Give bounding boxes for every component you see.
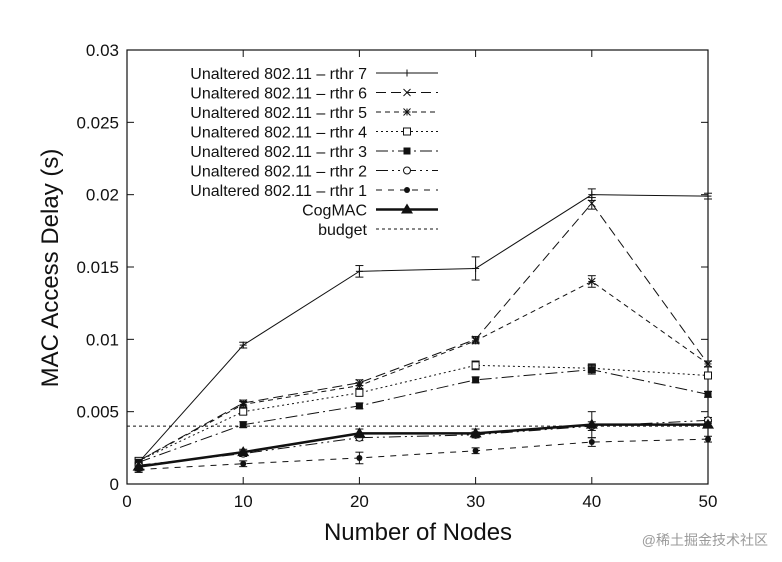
legend-entry: Unaltered 802.11 – rthr 3	[190, 144, 438, 161]
data-point	[471, 336, 480, 345]
legend: Unaltered 802.11 – rthr 7 Unaltered 802.1…	[190, 66, 438, 239]
legend-label: Unaltered 802.11 – rthr 4	[190, 125, 367, 142]
watermark: @稀土掘金技术社区	[642, 532, 768, 548]
legend-label: Unaltered 802.11 – rthr 7	[190, 66, 367, 83]
series-line	[138, 202, 709, 462]
legend-marker	[403, 88, 411, 97]
x-tick-label: 30	[466, 492, 485, 511]
y-tick-label: 0.03	[86, 41, 119, 60]
y-tick-label: 0.015	[76, 258, 119, 277]
x-tick-label: 50	[699, 492, 718, 511]
x-tick-label: 20	[350, 492, 369, 511]
legend-marker	[404, 187, 410, 193]
series-4	[134, 364, 712, 466]
series-line	[138, 419, 709, 466]
legend-entry: Unaltered 802.11 – rthr 7	[190, 66, 438, 83]
series-line	[138, 364, 709, 462]
series-line	[138, 280, 709, 462]
data-point	[705, 436, 711, 443]
legend-label: Unaltered 802.11 – rthr 1	[190, 183, 367, 200]
series-3	[134, 360, 712, 465]
legend-label: Unaltered 802.11 – rthr 2	[190, 164, 367, 181]
data-point	[132, 460, 145, 471]
legend-label: budget	[318, 222, 367, 239]
x-tick-label: 0	[122, 492, 131, 511]
data-point	[471, 361, 480, 370]
data-point	[472, 447, 479, 454]
legend-label: CogMAC	[302, 203, 367, 220]
data-point	[353, 427, 366, 438]
legend-entry: Unaltered 802.11 – rthr 4	[190, 125, 438, 142]
data-point	[355, 267, 363, 275]
series-6	[134, 435, 712, 473]
series-7	[132, 411, 714, 472]
data-point	[237, 446, 250, 457]
data-point	[239, 400, 248, 409]
data-point	[356, 454, 363, 461]
legend-marker	[403, 69, 411, 77]
data-point	[704, 192, 712, 200]
series-2	[134, 275, 712, 465]
data-point	[704, 371, 712, 380]
legend-marker	[403, 147, 411, 155]
x-tick-label: 40	[582, 492, 601, 511]
data-point	[588, 191, 596, 199]
series-line	[138, 369, 709, 463]
y-tick-label: 0.025	[76, 113, 119, 132]
legend-label: Unaltered 802.11 – rthr 6	[190, 86, 367, 103]
series-layer	[127, 188, 714, 473]
data-point	[588, 366, 596, 374]
data-point	[239, 421, 247, 429]
y-tick-label: 0.02	[86, 186, 119, 205]
y-tick-label: 0.01	[86, 330, 119, 349]
data-point	[704, 390, 712, 398]
data-point	[587, 199, 596, 208]
x-tick-label: 10	[234, 492, 253, 511]
legend-entry: CogMAC	[302, 203, 438, 220]
data-point	[355, 402, 363, 410]
data-point	[704, 360, 712, 368]
data-point	[355, 388, 364, 397]
data-point	[240, 460, 247, 467]
legend-entry: Unaltered 802.11 – rthr 5	[190, 105, 438, 122]
legend-label: Unaltered 802.11 – rthr 5	[190, 105, 367, 122]
legend-marker	[401, 203, 413, 214]
legend-entry: budget	[318, 222, 438, 239]
data-point	[472, 264, 480, 272]
data-point	[585, 418, 598, 429]
data-point	[587, 277, 596, 286]
series-line	[138, 423, 708, 468]
data-point	[355, 381, 364, 390]
axis-ticks: 0 10 20 30 40 50 0 0.005 0.01 0.015 0.02 0.025 0.03	[76, 41, 717, 511]
legend-marker	[403, 166, 411, 175]
y-tick-label: 0.005	[76, 403, 119, 422]
legend-entry: Unaltered 802.11 – rthr 6	[190, 86, 438, 103]
legend-entry: Unaltered 802.11 – rthr 1	[190, 183, 438, 200]
y-axis-label: MAC Access Delay (s)	[37, 149, 64, 388]
legend-marker	[403, 127, 411, 136]
x-axis-label: Number of Nodes	[324, 519, 512, 546]
data-point	[588, 439, 595, 446]
legend-marker	[403, 108, 411, 116]
series-line	[138, 194, 709, 463]
series-line	[138, 438, 709, 471]
data-point	[239, 341, 247, 349]
legend-entry: Unaltered 802.11 – rthr 2	[190, 164, 438, 181]
data-point	[469, 427, 482, 438]
y-tick-label: 0	[110, 475, 119, 494]
legend-label: Unaltered 802.11 – rthr 3	[190, 144, 367, 161]
data-point	[239, 407, 248, 416]
data-point	[472, 376, 480, 384]
